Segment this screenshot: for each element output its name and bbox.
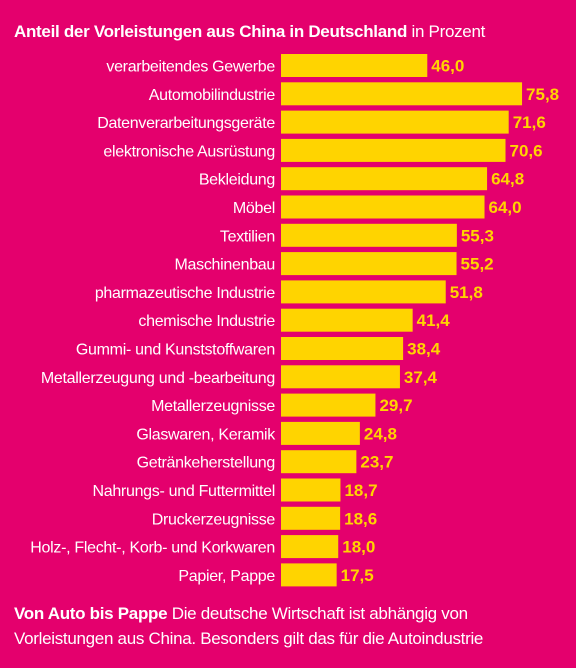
bar: [281, 563, 337, 587]
category-label: Metallerzeugnisse: [151, 398, 275, 415]
bar: [281, 167, 488, 191]
value-label: 24,8: [364, 424, 397, 443]
category-label: Metallerzeugung und -bearbeitung: [41, 370, 275, 387]
value-label: 46,0: [431, 57, 464, 76]
chart-title: Anteil der Vorleistungen aus China in De…: [14, 22, 485, 42]
category-label: Nahrungs- und Futtermittel: [92, 483, 275, 500]
bar: [281, 450, 357, 474]
category-label: Textilien: [220, 228, 275, 245]
value-label: 55,2: [461, 255, 494, 274]
caption-headline: Von Auto bis Pappe: [14, 604, 168, 623]
category-label: Druckerzeugnisse: [152, 511, 276, 528]
value-label: 75,8: [526, 85, 559, 104]
bar: [281, 365, 400, 389]
bar: [281, 308, 413, 332]
bar: [281, 110, 509, 134]
bar: [281, 280, 446, 304]
bar: [281, 54, 428, 77]
value-label: 64,8: [491, 170, 524, 189]
bar: [281, 506, 341, 530]
value-label: 71,6: [513, 113, 546, 132]
bar: [281, 223, 457, 247]
bar: [281, 82, 523, 106]
bar: [281, 252, 457, 276]
category-label: Maschinenbau: [175, 257, 275, 274]
value-label: 51,8: [450, 283, 483, 302]
caption-text: Die deutsche Wirtschaft ist abhängig von…: [14, 604, 484, 648]
value-label: 23,7: [360, 453, 393, 472]
category-label: pharmazeutische Industrie: [95, 285, 276, 302]
chart-unit: in Prozent: [411, 22, 486, 41]
bar: [281, 337, 404, 360]
value-label: 64,0: [489, 198, 522, 217]
bar: [281, 535, 339, 559]
value-label: 29,7: [379, 396, 412, 415]
value-label: 18,6: [344, 509, 377, 528]
category-label: Holz-, Flecht-, Korb- und Korkwaren: [30, 540, 275, 557]
category-label: elektronische Ausrüstung: [103, 143, 275, 160]
value-label: 55,3: [461, 226, 494, 245]
value-label: 18,0: [342, 538, 375, 557]
caption: Von Auto bis Pappe Die deutsche Wirtscha…: [14, 601, 569, 651]
bar: [281, 421, 360, 445]
category-label: chemische Industrie: [138, 313, 275, 330]
value-label: 38,4: [407, 340, 441, 359]
bar-chart: verarbeitendes Gewerbe 46,0 Automobilindus…: [30, 54, 559, 587]
category-label: Möbel: [233, 200, 275, 217]
chart-title-text: Anteil der Vorleistungen aus China in De…: [14, 22, 408, 41]
value-label: 18,7: [344, 481, 377, 500]
bar: [281, 195, 485, 219]
value-label: 37,4: [404, 368, 438, 387]
category-label: Gummi- und Kunststoffwaren: [76, 342, 275, 359]
bar: [281, 138, 506, 162]
category-label: verarbeitendes Gewerbe: [106, 59, 275, 76]
bar: [281, 478, 341, 502]
category-label: Getränkeherstellung: [137, 455, 275, 472]
category-label: Datenverarbeitungsgeräte: [97, 115, 275, 132]
category-label: Automobilindustrie: [149, 87, 276, 104]
bar: [281, 393, 376, 417]
category-label: Glaswaren, Keramik: [136, 426, 276, 443]
value-label: 41,4: [417, 311, 451, 330]
value-label: 17,5: [341, 566, 374, 585]
category-label: Papier, Pappe: [178, 568, 275, 585]
value-label: 70,6: [510, 141, 543, 160]
category-label: Bekleidung: [199, 172, 275, 189]
